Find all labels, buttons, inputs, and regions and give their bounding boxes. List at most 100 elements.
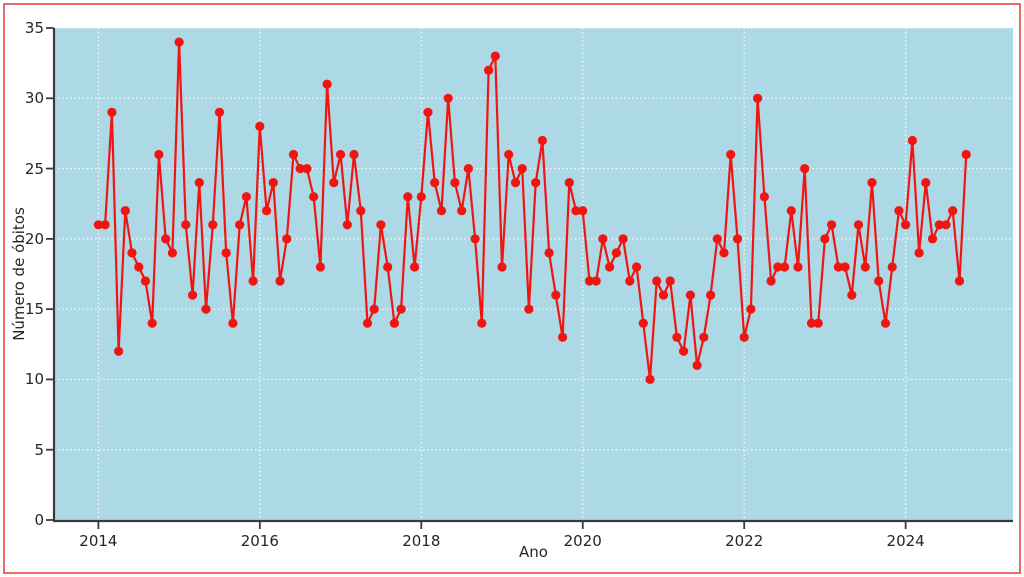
data-point: [753, 93, 763, 103]
data-point: [134, 262, 144, 272]
data-point: [638, 318, 648, 328]
x-axis-tick-label: 2020: [563, 532, 602, 550]
data-point: [329, 178, 339, 188]
data-point: [780, 262, 790, 272]
data-point: [699, 332, 709, 342]
data-point: [410, 262, 420, 272]
data-series-line: [98, 40, 968, 381]
data-point: [114, 346, 124, 356]
data-point: [356, 206, 366, 216]
data-point: [564, 178, 574, 188]
data-point: [820, 234, 830, 244]
data-point: [288, 149, 299, 160]
data-point: [517, 164, 527, 174]
y-axis-tick-label: 5: [34, 440, 44, 459]
data-point: [389, 318, 399, 328]
data-point: [167, 248, 177, 258]
data-point: [342, 220, 352, 230]
data-point: [941, 220, 951, 230]
data-point: [827, 220, 837, 230]
data-point: [578, 206, 588, 216]
data-point: [847, 290, 857, 300]
y-axis-tick-label: 30: [24, 89, 44, 108]
data-point: [336, 149, 346, 160]
data-point: [255, 121, 265, 131]
data-point: [793, 262, 803, 272]
data-point: [665, 276, 675, 286]
data-point: [295, 164, 305, 174]
data-point: [181, 220, 191, 230]
data-point: [120, 206, 130, 216]
data-point: [107, 107, 117, 117]
data-point: [208, 220, 218, 230]
data-point: [584, 276, 595, 286]
data-point: [894, 206, 904, 216]
data-point: [692, 360, 702, 370]
data-point: [201, 304, 211, 314]
data-point: [605, 262, 615, 272]
data-point: [100, 220, 110, 230]
data-point: [477, 318, 487, 328]
data-point: [241, 192, 251, 202]
data-point: [652, 276, 662, 286]
data-point: [914, 248, 924, 258]
data-point: [739, 332, 749, 342]
data-point: [719, 248, 729, 258]
data-point: [954, 276, 965, 286]
data-point: [248, 276, 258, 286]
data-point: [625, 276, 635, 286]
data-point: [591, 276, 601, 286]
data-point: [551, 290, 561, 300]
data-point: [658, 290, 669, 300]
data-point: [531, 178, 541, 188]
data-point: [383, 262, 393, 272]
data-point: [484, 65, 494, 75]
data-point: [463, 164, 473, 174]
x-axis-tick-label: 2016: [240, 532, 279, 550]
data-point: [813, 318, 823, 328]
data-point: [598, 234, 608, 244]
data-point: [275, 276, 285, 286]
data-point: [140, 276, 151, 286]
data-point: [732, 234, 743, 244]
data-point: [618, 234, 628, 244]
data-point: [679, 346, 689, 356]
data-point: [840, 262, 850, 272]
data-point: [901, 220, 911, 230]
data-point: [867, 178, 877, 188]
data-point: [214, 107, 225, 117]
data-point: [93, 220, 103, 230]
data-point: [786, 206, 796, 216]
data-point: [309, 192, 319, 202]
data-point: [369, 304, 379, 314]
data-point: [490, 51, 500, 61]
data-point: [161, 234, 171, 244]
data-point: [315, 262, 325, 272]
data-point: [726, 149, 736, 160]
data-point: [235, 220, 245, 230]
data-point: [927, 234, 938, 244]
y-axis-tick-label: 15: [24, 300, 44, 319]
data-point: [558, 332, 568, 342]
data-point: [746, 304, 756, 314]
data-point: [853, 220, 864, 230]
y-axis-tick-label: 20: [24, 229, 44, 248]
y-axis-tick-label: 0: [34, 511, 44, 529]
data-point: [127, 248, 137, 258]
data-point: [510, 178, 521, 188]
x-axis-tick-label: 2024: [886, 532, 925, 550]
data-point: [282, 234, 292, 244]
data-point: [706, 290, 716, 300]
data-point: [376, 220, 386, 230]
data-point: [766, 276, 776, 286]
x-axis-tick-label: 2022: [725, 532, 764, 550]
data-point: [880, 318, 891, 328]
data-point: [921, 178, 931, 188]
data-point: [154, 149, 164, 160]
y-axis-title: Número de óbitos: [10, 207, 28, 341]
data-point: [537, 135, 548, 146]
data-point: [887, 262, 897, 272]
y-axis-tick-label: 25: [24, 159, 44, 178]
data-point: [403, 192, 413, 202]
data-point: [302, 164, 312, 174]
